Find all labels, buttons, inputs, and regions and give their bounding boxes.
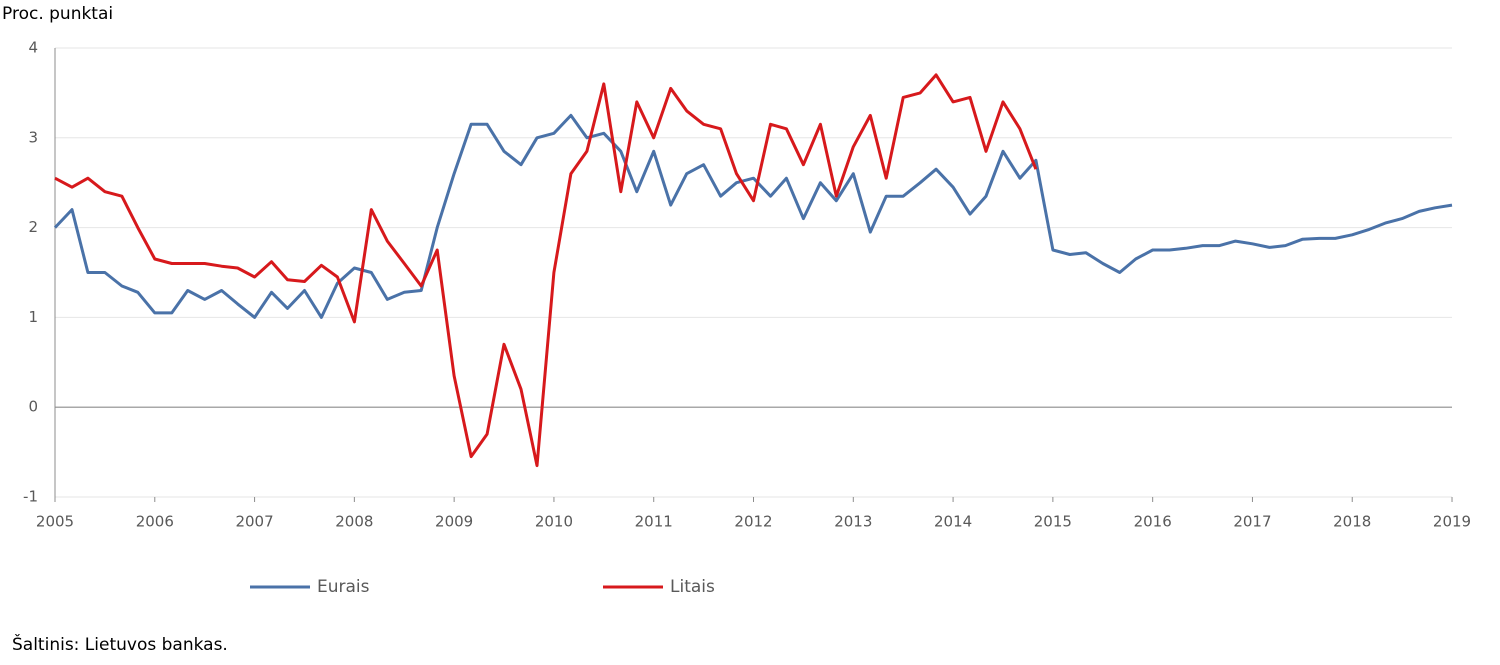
data-line [54,73,1038,468]
x-tick-label: 2019 [1433,513,1471,531]
x-tick-label: 2012 [734,513,772,531]
y-tick-label: 0 [28,398,38,416]
x-tick-label: 2007 [235,513,273,531]
x-tick-label: 2005 [36,513,74,531]
x-tick-label: 2018 [1333,513,1371,531]
x-tick-label: 2009 [435,513,473,531]
x-tick-label: 2015 [1034,513,1072,531]
legend-label: Litais [670,577,715,597]
data-line [53,113,1453,319]
x-tick-label: 2017 [1233,513,1271,531]
legend-label: Eurais [317,577,370,597]
source-note: Šaltinis: Lietuvos bankas. [12,633,228,655]
x-tick-label: 2014 [934,513,972,531]
y-tick-label: 2 [28,218,38,236]
y-axis-label: Proc. punktai [2,4,113,24]
x-tick-label: 2010 [535,513,573,531]
x-tick-label: 2013 [834,513,872,531]
x-tick-label: 2006 [136,513,174,531]
y-tick-label: 3 [28,128,38,146]
y-tick-label: 4 [28,39,38,57]
x-tick-label: 2008 [335,513,373,531]
y-tick-label: 1 [28,308,38,326]
y-tick-label: -1 [23,488,38,506]
x-tick-label: 2011 [635,513,673,531]
x-tick-label: 2016 [1134,513,1172,531]
